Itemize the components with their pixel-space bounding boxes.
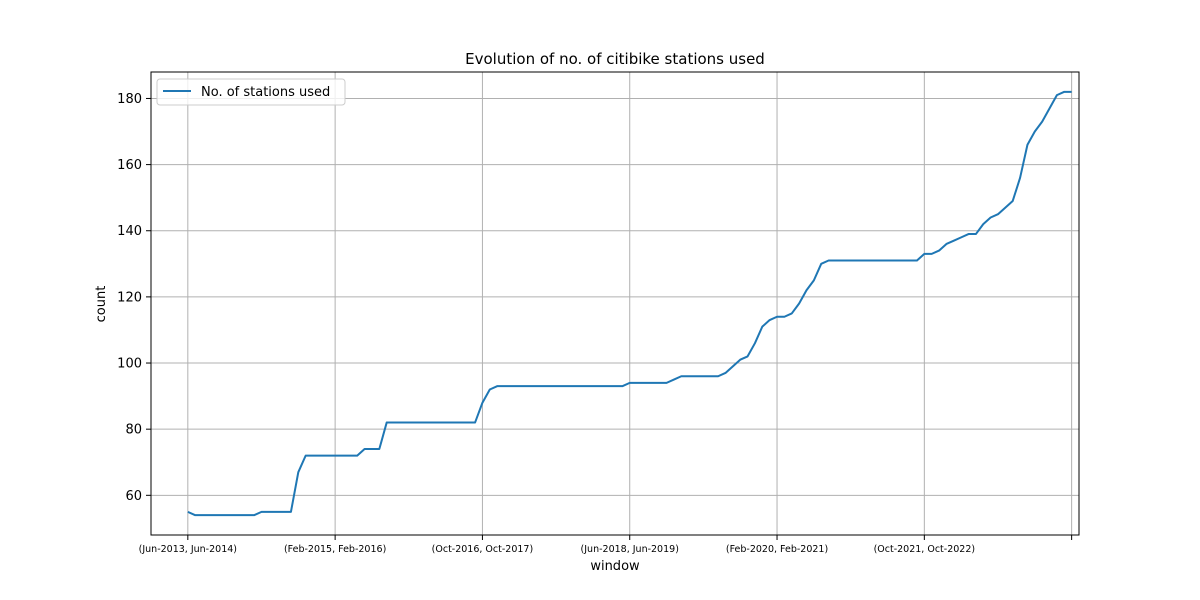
grid-lines bbox=[151, 72, 1079, 535]
series-layer bbox=[187, 90, 1072, 517]
x-tick-label: (Oct-2021, Oct-2022) bbox=[874, 544, 976, 555]
y-tick-label: 60 bbox=[125, 489, 142, 504]
x-tick-label: (Oct-2016, Oct-2017) bbox=[432, 544, 534, 555]
legend-label: No. of stations used bbox=[201, 85, 330, 100]
chart-title: Evolution of no. of citibike stations us… bbox=[465, 50, 765, 68]
y-tick-label: 180 bbox=[117, 92, 142, 107]
y-tick-label: 100 bbox=[117, 357, 142, 372]
y-tick-label: 120 bbox=[117, 290, 142, 305]
series-line bbox=[187, 90, 1072, 517]
x-tick-label: (Feb-2020, Feb-2021) bbox=[726, 544, 828, 555]
x-axis-ticks: (Jun-2013, Jun-2014) (Feb-2015, Feb-2016)… bbox=[139, 535, 1073, 555]
legend-box bbox=[156, 78, 346, 106]
x-axis-label: window bbox=[590, 559, 640, 574]
y-axis-ticks: 60 80 100 120 140 160 180 bbox=[117, 92, 151, 504]
y-tick-label: 80 bbox=[125, 423, 142, 438]
y-tick-label: 140 bbox=[117, 224, 142, 239]
x-tick-label: (Feb-2015, Feb-2016) bbox=[284, 544, 386, 555]
y-tick-label: 160 bbox=[117, 158, 142, 173]
plot-frame bbox=[150, 71, 1080, 536]
legend: No. of stations used bbox=[156, 78, 346, 106]
x-tick-label: (Jun-2018, Jun-2019) bbox=[581, 544, 679, 555]
x-tick-label: (Jun-2013, Jun-2014) bbox=[139, 544, 237, 555]
y-axis-label: count bbox=[94, 286, 109, 323]
